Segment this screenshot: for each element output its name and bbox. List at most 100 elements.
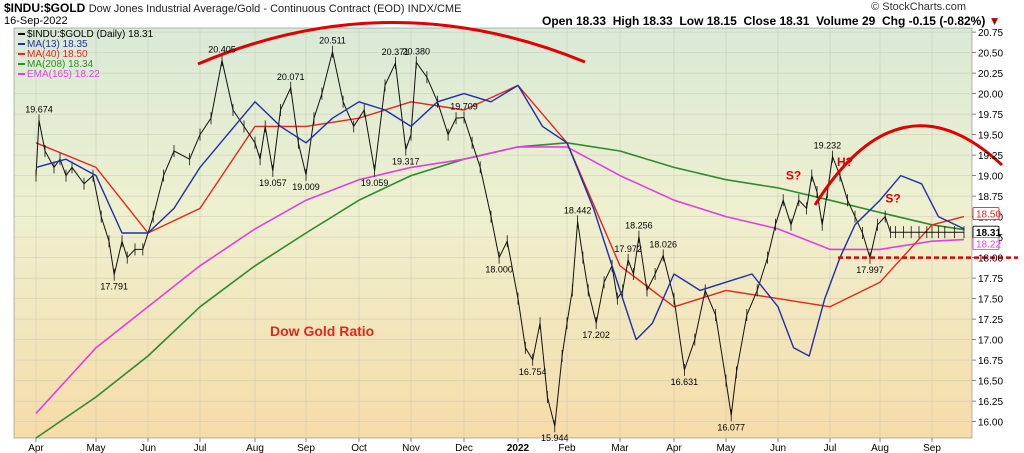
x-tick-label: Apr — [666, 443, 682, 453]
y-tick-label: 17.50 — [978, 295, 1003, 306]
y-tick-label: 20.50 — [978, 49, 1003, 60]
title-symbol: $INDU:$GOLD — [4, 1, 86, 15]
x-tick-label: Jun — [140, 443, 156, 453]
price-annotation: 20.380 — [403, 46, 431, 56]
x-tick-label: Feb — [558, 443, 576, 453]
legend-entry: MA(40) 18.50 — [27, 49, 88, 60]
price-annotation: 20.071 — [277, 72, 305, 82]
y-tick-label: 17.75 — [978, 274, 1003, 285]
price-annotation: 19.232 — [814, 141, 842, 151]
x-tick-label: 2022 — [507, 443, 530, 453]
close-value: Close 18.31 — [743, 14, 810, 28]
x-tick-label: Nov — [402, 443, 420, 453]
y-tick-label: 17.00 — [978, 336, 1003, 347]
legend-entry: $INDU:$GOLD (Daily) 18.31 — [27, 29, 154, 40]
high-value: High 18.33 — [612, 14, 673, 28]
head-shoulders-arc — [813, 124, 1004, 206]
x-tick-label: Oct — [351, 443, 367, 453]
ma13-line — [35, 84, 965, 357]
price-annotation: 18.026 — [649, 239, 677, 249]
ema165-line — [35, 146, 965, 414]
y-tick-label: 16.75 — [978, 356, 1003, 367]
top-arc-2021 — [197, 21, 586, 66]
x-tick-label: Sep — [923, 443, 941, 453]
pattern-label: S? — [885, 192, 900, 206]
pattern-label: S? — [786, 169, 801, 183]
x-tick-label: Mar — [611, 443, 629, 453]
y-tick-label: 16.25 — [978, 397, 1003, 408]
y-tick-label: 18.75 — [978, 192, 1003, 203]
y-tick-label: 20.25 — [978, 69, 1003, 80]
x-tick-label: Jun — [770, 443, 786, 453]
title-description: Dow Jones Industrial Average/Gold - Cont… — [88, 3, 462, 15]
x-tick-label: Jul — [824, 443, 837, 453]
ma13-path — [35, 84, 965, 357]
change-down-arrow-icon: ▼ — [988, 14, 1001, 28]
y-tick-label: 20.75 — [978, 28, 1003, 39]
chart-date: 16-Sep-2022 — [4, 15, 68, 27]
legend-entry: EMA(165) 18.22 — [27, 69, 100, 80]
grid-lines — [14, 28, 972, 438]
price-tag-box — [972, 207, 1000, 221]
price-annotation: 17.972 — [614, 244, 642, 254]
x-tick-label: Apr — [28, 443, 44, 453]
chart-label-dow-gold-ratio: Dow Gold Ratio — [270, 323, 374, 339]
x-tick-label: Aug — [246, 443, 264, 453]
ohlc-readout: Open 18.33 High 18.33 Low 18.15 Close 18… — [542, 14, 1001, 28]
x-tick-label: Jul — [194, 443, 207, 453]
price-annotation: 19.059 — [361, 178, 389, 188]
price-annotation: 17.202 — [582, 330, 610, 340]
price-annotation: 19.057 — [259, 178, 287, 188]
change-value: Chg -0.15 (-0.82%) — [881, 14, 986, 28]
y-tick-label: 19.50 — [978, 131, 1003, 142]
price-tag-box — [972, 237, 1000, 251]
y-tick-label: 19.00 — [978, 172, 1003, 183]
low-value: Low 18.15 — [679, 14, 737, 28]
price-series — [35, 45, 965, 433]
plot-area — [13, 27, 973, 439]
price-tag-label: 18.31 — [976, 228, 1001, 239]
price-annotation: 18.442 — [564, 205, 592, 215]
price-annotation: 15.944 — [541, 433, 569, 443]
price-annotation: 20.371 — [382, 47, 410, 57]
x-tick-label: May — [87, 443, 106, 453]
volume-value: Volume 29 — [816, 14, 876, 28]
pattern-labels: S? H? S? — [786, 155, 901, 206]
price-annotation: 19.317 — [392, 157, 420, 167]
price-annotation: 20.405 — [208, 44, 236, 54]
trend-arcs — [197, 21, 1004, 206]
y-tick-label: 20.00 — [978, 90, 1003, 101]
x-tick-label: Dec — [455, 443, 473, 453]
price-annotation: 18.256 — [625, 221, 653, 231]
y-tick-label: 16.50 — [978, 377, 1003, 388]
pattern-label: H? — [837, 155, 853, 169]
ema165-path — [35, 146, 965, 414]
chart-header: $INDU:$GOLD Dow Jones Industrial Average… — [0, 0, 1024, 28]
x-tick-label: Aug — [871, 443, 889, 453]
open-value: Open 18.33 — [542, 14, 607, 28]
price-annotations: 19.674 17.791 20.405 19.057 20.071 19.009 20.5… — [25, 36, 884, 443]
legend-entry: MA(13) 18.35 — [27, 39, 88, 50]
x-axis: Apr May Jun Jul Aug Sep Oct Nov Dec 2022 Feb Mar Apr… — [28, 438, 941, 453]
price-annotation: 18.000 — [485, 265, 513, 275]
legend-entry: MA(208) 18.34 — [27, 59, 94, 70]
price-annotation: 17.997 — [856, 265, 884, 275]
price-annotation: 19.674 — [25, 104, 53, 114]
x-tick-label: May — [717, 443, 736, 453]
price-tag-label: 18.22 — [976, 240, 1001, 251]
price-annotation: 20.511 — [319, 36, 346, 46]
price-annotation: 17.791 — [100, 282, 128, 292]
y-axis: 16.00 16.25 16.50 16.75 17.00 17.25 17.50 17.75… — [972, 28, 1003, 429]
y-tick-label: 19.75 — [978, 110, 1003, 121]
price-annotation: 19.709 — [450, 101, 478, 111]
price-annotation: 19.009 — [292, 182, 320, 192]
y-tick-label: 16.00 — [978, 418, 1003, 429]
y-tick-label: 18.00 — [978, 254, 1003, 265]
brand-watermark: © StockCharts.com — [871, 1, 966, 13]
price-tag-label: 18.50 — [976, 210, 1001, 221]
price-annotation: 16.754 — [519, 367, 547, 377]
y-tick-label: 19.25 — [978, 151, 1003, 162]
price-annotation: 16.077 — [717, 422, 745, 432]
